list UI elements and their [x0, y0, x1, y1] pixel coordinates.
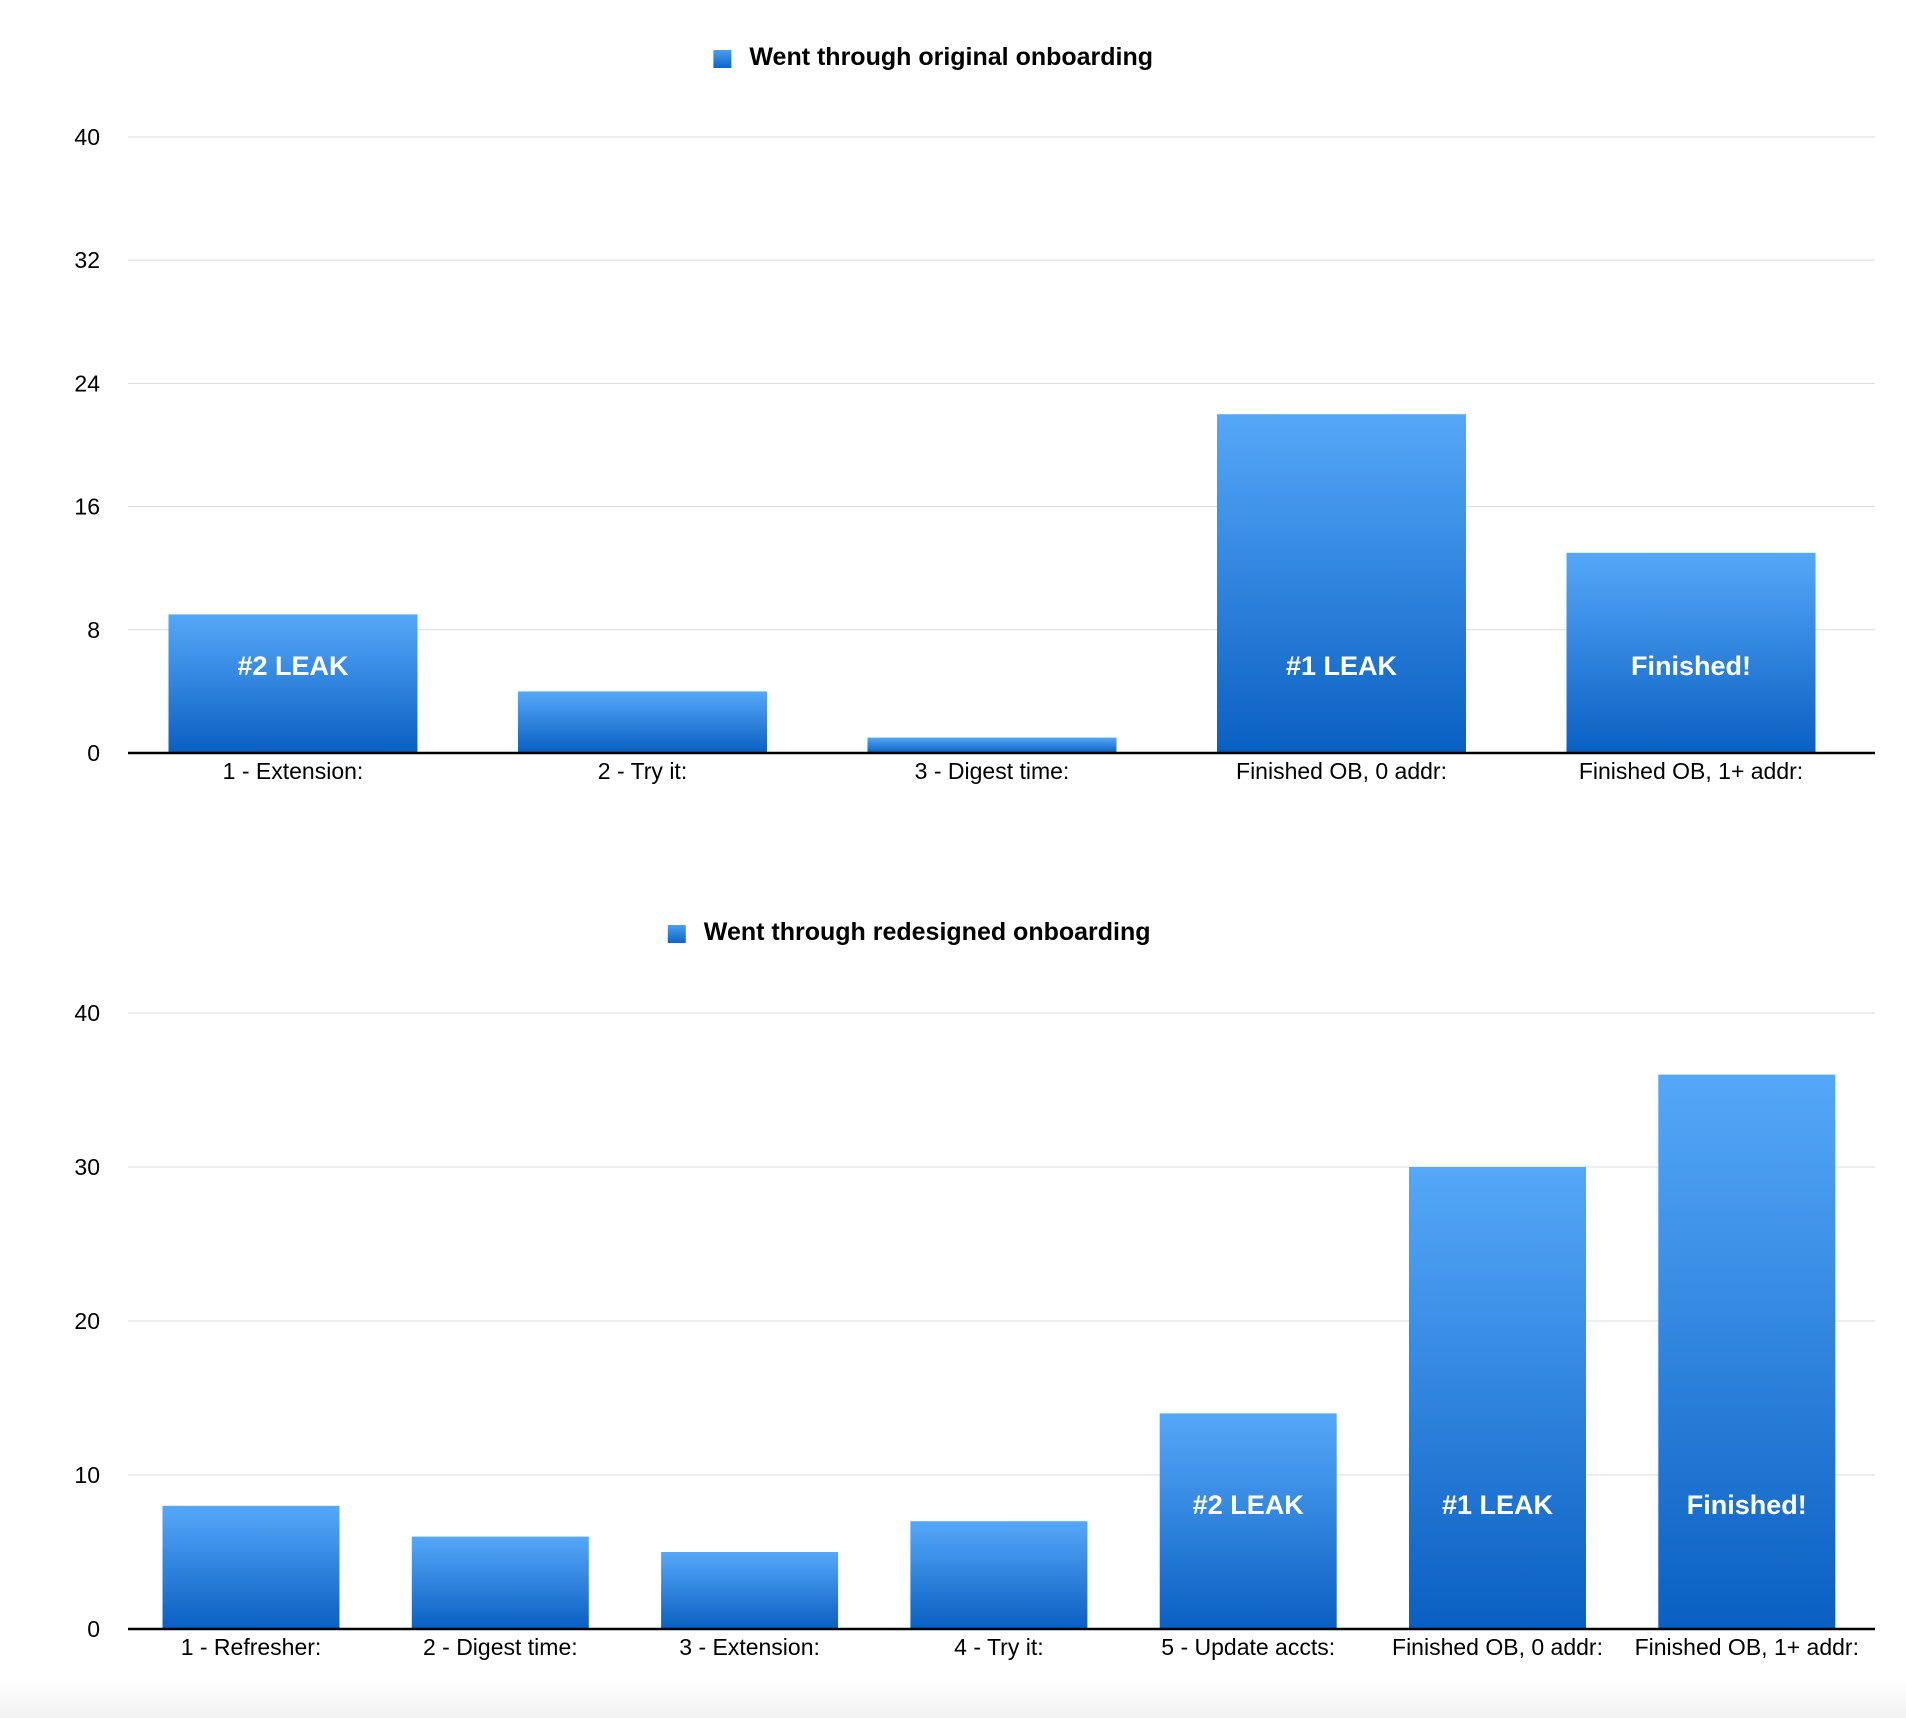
y-tick-label: 8	[87, 617, 100, 643]
x-tick-label: Finished OB, 1+ addr:	[1579, 758, 1803, 784]
legend-swatch	[713, 50, 732, 68]
bar-annotation: #1 LEAK	[1286, 651, 1398, 681]
x-tick-label: 1 - Extension:	[223, 758, 364, 784]
bar	[910, 1521, 1088, 1629]
y-tick-label: 40	[74, 124, 100, 150]
y-tick-label: 16	[74, 494, 100, 520]
bar-annotation: Finished!	[1687, 1490, 1807, 1520]
x-tick-label: 1 - Refresher:	[181, 1634, 322, 1660]
chart-2: Went through redesigned onboarding 0 10 20 3…	[74, 918, 1875, 1660]
bar	[1566, 552, 1816, 753]
y-tick-label: 40	[74, 1000, 100, 1026]
x-tick-label: Finished OB, 0 addr:	[1392, 1634, 1603, 1660]
y-tick-label: 0	[87, 740, 100, 766]
x-tick-label: Finished OB, 0 addr:	[1236, 758, 1447, 784]
bar-annotation: Finished!	[1631, 651, 1751, 681]
y-tick-label: 0	[87, 1616, 100, 1642]
bar	[162, 1505, 340, 1629]
x-tick-label: 4 - Try it:	[954, 1634, 1043, 1660]
bar	[1658, 1074, 1836, 1629]
y-tick-label: 10	[74, 1462, 100, 1488]
y-tick-label: 20	[74, 1308, 100, 1334]
y-tick-label: 24	[74, 370, 100, 396]
legend-swatch	[667, 925, 686, 943]
x-tick-label: 5 - Update accts:	[1161, 1634, 1335, 1660]
x-tick-label: 2 - Try it:	[598, 758, 687, 784]
bar-annotation: #2 LEAK	[1193, 1490, 1305, 1520]
legend-label: Went through original onboarding	[749, 43, 1153, 71]
y-tick-label: 32	[74, 247, 100, 273]
x-tick-label: 2 - Digest time:	[423, 1634, 578, 1660]
bar	[867, 737, 1117, 753]
chart-1: Went through original onboarding 0 8 16 24 32…	[74, 43, 1875, 784]
bar	[1217, 414, 1466, 753]
bar-annotation: #1 LEAK	[1442, 1490, 1554, 1520]
bottom-fade	[0, 1678, 1906, 1718]
x-tick-label: 3 - Extension:	[679, 1634, 820, 1660]
x-tick-label: Finished OB, 1+ addr:	[1635, 1634, 1859, 1660]
y-tick-label: 30	[74, 1154, 100, 1180]
bar	[1159, 1413, 1337, 1629]
bar	[411, 1536, 589, 1629]
bar	[168, 614, 418, 753]
x-tick-label: 3 - Digest time:	[915, 758, 1070, 784]
bar	[1409, 1167, 1586, 1629]
bar	[518, 691, 767, 753]
bar	[661, 1552, 839, 1629]
legend-label: Went through redesigned onboarding	[704, 918, 1151, 946]
bar-annotation: #2 LEAK	[237, 651, 349, 681]
